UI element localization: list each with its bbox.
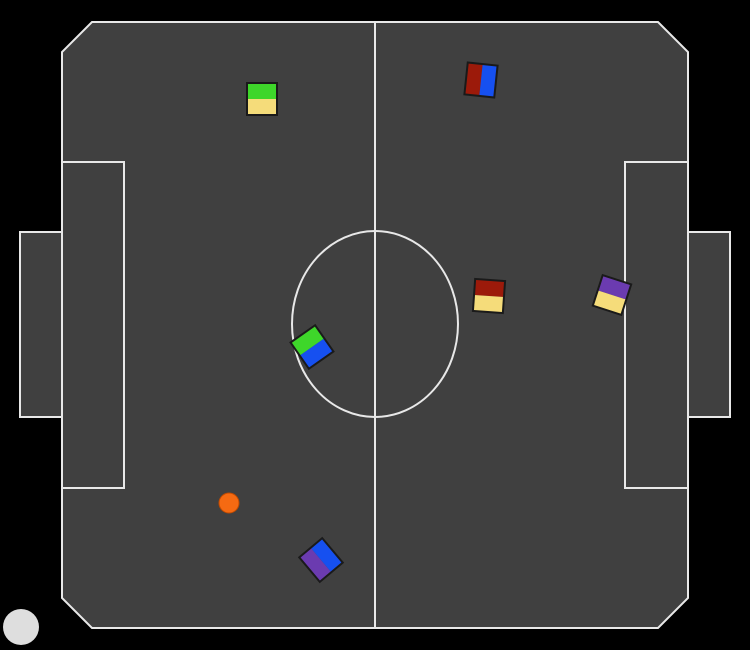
center-circle [291, 230, 459, 418]
left-goal [19, 231, 63, 418]
corner-marker [3, 609, 39, 645]
right-penalty-area [624, 161, 688, 489]
robot-6[interactable] [297, 536, 345, 584]
robot-4[interactable] [591, 273, 633, 317]
right-goal [687, 231, 731, 418]
robot-3[interactable] [471, 277, 507, 315]
left-penalty-area [62, 161, 125, 489]
robot-2[interactable] [463, 61, 499, 99]
robot-1[interactable] [246, 82, 278, 116]
robot-5[interactable] [289, 323, 335, 371]
ball[interactable] [218, 492, 240, 514]
